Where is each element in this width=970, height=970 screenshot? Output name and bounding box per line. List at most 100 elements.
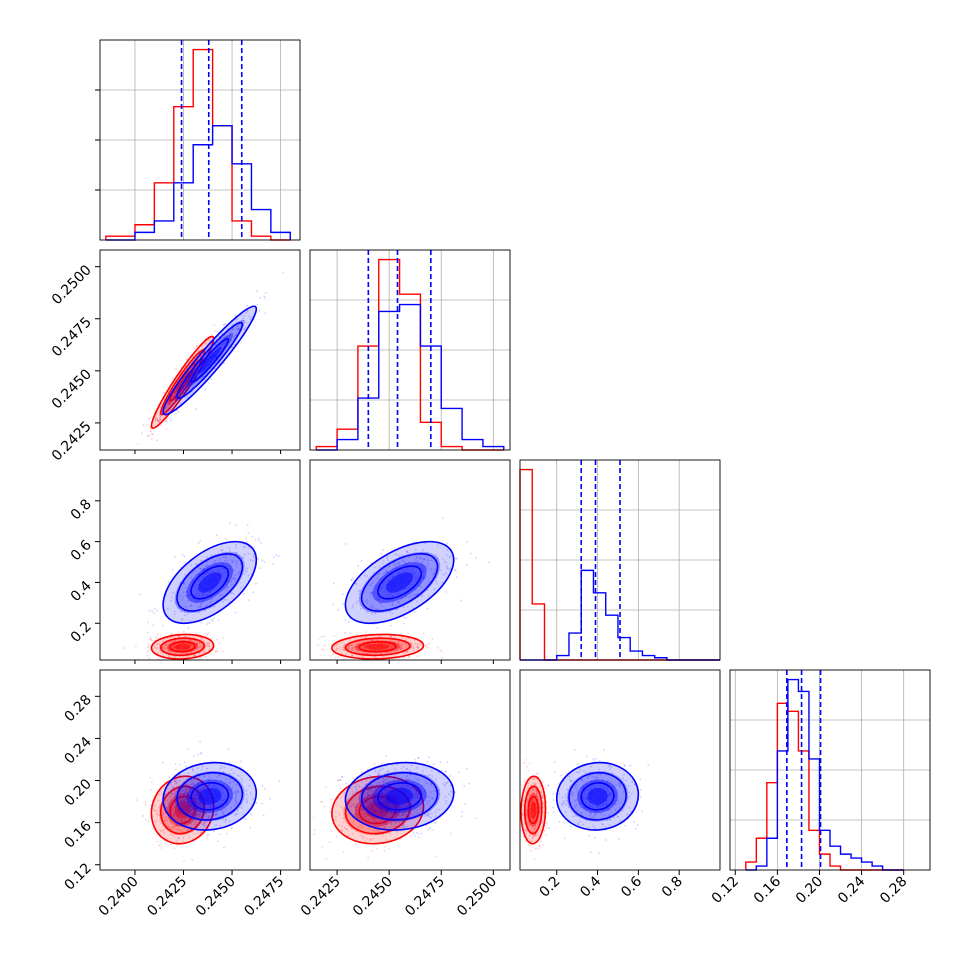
scatter-point <box>178 799 181 801</box>
scatter-point <box>601 822 604 825</box>
scatter-point <box>234 574 237 577</box>
scatter-point <box>399 643 402 646</box>
scatter-point <box>179 639 182 642</box>
scatter-point <box>595 780 598 783</box>
scatter-point <box>585 796 588 798</box>
scatter-point <box>142 424 145 427</box>
scatter-point <box>428 815 431 818</box>
scatter-point <box>437 789 440 791</box>
scatter-point <box>335 835 338 838</box>
scatter-point <box>355 786 358 788</box>
scatter-point <box>228 782 231 784</box>
scatter-point <box>355 812 358 815</box>
scatter-point <box>366 776 369 779</box>
scatter-point <box>421 577 424 580</box>
scatter-point <box>226 781 229 784</box>
scatter-point <box>334 656 336 659</box>
scatter-point <box>223 588 226 591</box>
scatter-point <box>225 335 228 338</box>
scatter-point <box>259 567 262 570</box>
scatter-point <box>592 784 595 786</box>
scatter-point <box>199 804 201 807</box>
scatter-point <box>388 593 390 596</box>
scatter-point <box>185 591 188 593</box>
scatter-point <box>235 789 238 792</box>
scatter-point <box>201 576 204 578</box>
scatter-point <box>166 799 169 802</box>
scatter-point <box>198 813 201 815</box>
scatter-point <box>382 655 385 658</box>
scatter-point <box>405 767 408 770</box>
scatter-point <box>175 665 177 667</box>
scatter-point <box>165 418 168 421</box>
scatter-point <box>375 833 377 836</box>
scatter-point <box>175 782 178 784</box>
scatter-point <box>173 652 176 655</box>
scatter-point <box>242 319 245 322</box>
scatter-point <box>207 773 210 776</box>
scatter-point <box>412 786 415 789</box>
scatter-point <box>188 639 191 642</box>
scatter-point <box>222 818 224 820</box>
scatter-point <box>155 647 157 650</box>
scatter-point <box>194 570 197 572</box>
scatter-point <box>246 305 248 307</box>
scatter-point <box>240 777 243 780</box>
scatter-point <box>216 804 219 807</box>
scatter-point <box>174 367 177 370</box>
scatter-point <box>220 788 223 791</box>
scatter-point <box>389 610 392 613</box>
scatter-point <box>584 807 587 809</box>
scatter-point <box>188 639 191 641</box>
scatter-point <box>575 803 578 806</box>
scatter-point <box>191 578 194 580</box>
scatter-point <box>255 582 258 585</box>
scatter-point <box>235 784 238 787</box>
scatter-point <box>535 773 538 775</box>
scatter-point <box>416 793 419 796</box>
scatter-point <box>396 817 399 820</box>
scatter-point <box>233 772 236 775</box>
scatter-point <box>191 579 193 582</box>
scatter-point <box>173 825 176 828</box>
scatter-point <box>522 804 524 807</box>
scatter-point <box>444 770 447 773</box>
scatter-point <box>386 555 389 558</box>
scatter-point <box>469 552 472 555</box>
scatter-point <box>351 792 354 795</box>
scatter-point <box>363 813 366 816</box>
scatter-point <box>389 832 392 835</box>
scatter-point <box>415 831 418 834</box>
scatter-point <box>233 792 236 795</box>
scatter-point <box>350 805 353 808</box>
scatter-point <box>196 359 199 362</box>
scatter-point <box>593 776 596 779</box>
scatter-point <box>440 650 443 653</box>
scatter-point <box>454 791 457 794</box>
scatter-point <box>190 576 192 579</box>
scatter-point <box>402 813 405 816</box>
scatter-point <box>214 650 217 653</box>
scatter-point <box>168 649 170 651</box>
scatter-point <box>193 795 195 798</box>
scatter-point <box>247 574 250 577</box>
scatter-point <box>177 384 179 387</box>
scatter-point <box>399 648 402 651</box>
scatter-point <box>414 589 417 592</box>
scatter-point <box>351 654 354 657</box>
scatter-point <box>405 777 408 779</box>
scatter-point <box>199 645 202 648</box>
scatter-point <box>135 799 138 801</box>
scatter-point <box>206 623 209 625</box>
scatter-point <box>608 818 611 821</box>
scatter-point <box>160 633 162 636</box>
scatter-point <box>527 770 530 772</box>
scatter-point <box>360 778 363 780</box>
scatter-point <box>189 822 191 825</box>
scatter-point <box>588 805 591 808</box>
scatter-point <box>397 561 400 564</box>
scatter-point <box>552 799 555 802</box>
scatter-point <box>181 789 184 792</box>
scatter-point <box>229 781 232 784</box>
scatter-point <box>235 562 238 565</box>
